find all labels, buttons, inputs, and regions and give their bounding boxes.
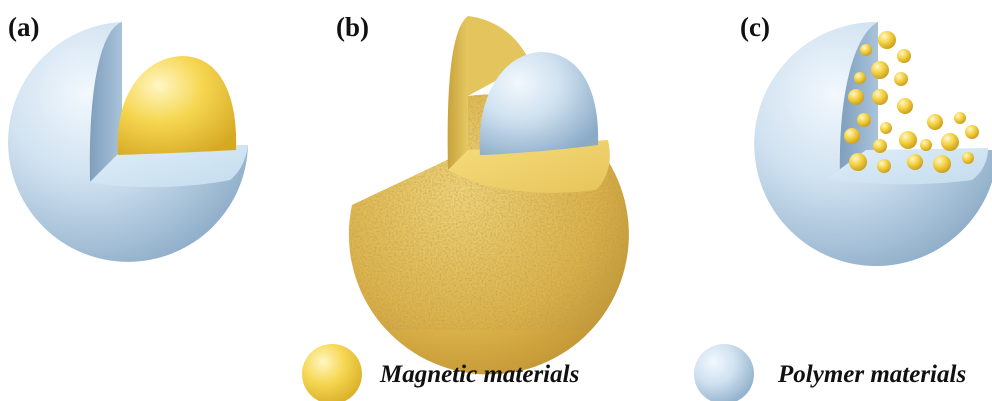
panel-c-magnetic-particles bbox=[844, 31, 979, 173]
legend-polymer-label: Polymer materials bbox=[778, 361, 967, 388]
legend-magnetic-label: Magnetic materials bbox=[380, 361, 580, 388]
panel-a-magnetic-core bbox=[117, 56, 237, 155]
panel-label-c: (c) bbox=[740, 12, 770, 42]
panel-c-particle bbox=[754, 21, 992, 266]
panel-a-cut-wall bbox=[89, 22, 122, 182]
legend-polymer-swatch bbox=[694, 344, 754, 401]
legend-magnetic-swatch bbox=[302, 344, 362, 401]
panel-a-particle bbox=[8, 22, 248, 262]
panel-label-a: (a) bbox=[8, 12, 40, 42]
panel-a-cut-face bbox=[90, 145, 248, 188]
panel-c-cut-face bbox=[828, 148, 988, 185]
panel-b-particle bbox=[348, 16, 629, 375]
panel-a-polymer-shell bbox=[8, 22, 248, 262]
panel-b-polymer-core bbox=[479, 52, 599, 155]
panel-b-cut-wall bbox=[447, 16, 468, 170]
panel-label-b: (b) bbox=[336, 12, 369, 42]
